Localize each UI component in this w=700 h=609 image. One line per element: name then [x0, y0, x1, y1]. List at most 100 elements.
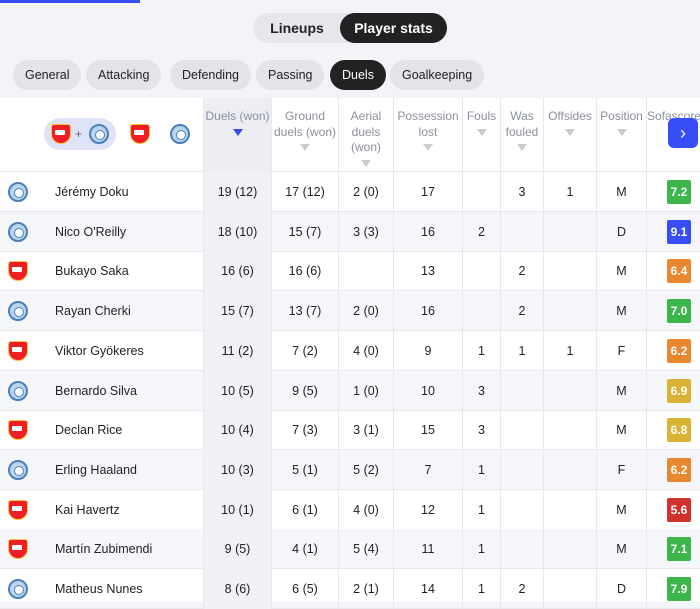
cell-ground: 17 (12): [271, 172, 338, 212]
cell-duels: 16 (6): [203, 251, 271, 292]
cell-possession: 7: [393, 449, 462, 490]
cell-fouled: 2: [500, 291, 543, 332]
cell-offsides: [543, 410, 596, 451]
cell-offsides: [543, 291, 596, 332]
cell-duels: 10 (5): [203, 370, 271, 411]
cell-fouls: 2: [462, 211, 500, 252]
table-row[interactable]: Nico O'Reilly 18 (10) 15 (7) 3 (3) 16 2 D 9.1: [0, 211, 700, 252]
cell-fouls: 3: [462, 410, 500, 451]
player-name[interactable]: Bukayo Saka: [55, 264, 129, 279]
player-name[interactable]: Viktor Gyökeres: [55, 343, 144, 358]
player-name[interactable]: Kai Havertz: [55, 502, 120, 517]
col-fouls[interactable]: Fouls: [462, 98, 500, 172]
cell-rating: [646, 370, 700, 411]
col-possession-lost[interactable]: Possession lost: [393, 98, 462, 172]
plus-icon: +: [75, 127, 83, 141]
player-name[interactable]: Jérémy Doku: [55, 185, 129, 199]
table-row[interactable]: Jérémy Doku 19 (12) 17 (12) 2 (0) 17 3 1 M 7.2: [0, 172, 700, 212]
player-name[interactable]: Rayan Cherki: [55, 304, 131, 319]
player-stats-tab[interactable]: Player stats: [340, 13, 447, 43]
man-city-crest-icon: [8, 459, 28, 480]
cell-offsides: [543, 489, 596, 530]
cell-offsides: [543, 449, 596, 490]
view-toggle: Lineups Player stats: [253, 13, 447, 43]
cell-possession: 16: [393, 291, 462, 332]
rating-badge: 6.2: [667, 338, 691, 363]
cell-rating: [646, 330, 700, 371]
cell-position: M: [596, 291, 646, 332]
chip-general[interactable]: General: [13, 60, 82, 90]
man-city-crest-icon: [8, 221, 28, 242]
col-ground-duels[interactable]: Ground duels (won): [271, 98, 338, 172]
chip-goalkeeping[interactable]: Goalkeeping: [390, 60, 485, 90]
table-row[interactable]: Rayan Cherki 15 (7) 13 (7) 2 (0) 16 2 M 7.0: [0, 291, 700, 332]
cell-position: M: [596, 370, 646, 411]
player-name[interactable]: Nico O'Reilly: [55, 224, 127, 239]
player-name[interactable]: Erling Haaland: [55, 462, 137, 477]
cell-fouled: [500, 211, 543, 252]
player-name[interactable]: Martín Zubimendi: [55, 542, 153, 557]
col-offsides[interactable]: Offsides: [543, 98, 596, 172]
chip-attacking[interactable]: Attacking: [86, 60, 162, 90]
cell-position: F: [596, 330, 646, 371]
player-name[interactable]: Matheus Nunes: [55, 582, 143, 596]
team-filter-man-city[interactable]: [170, 124, 190, 144]
table-row[interactable]: Kai Havertz 10 (1) 6 (1) 4 (0) 12 1 M 5.6: [0, 489, 700, 530]
cell-offsides: [543, 251, 596, 292]
cell-ground: 5 (1): [271, 449, 338, 490]
sort-desc-icon: [232, 128, 243, 136]
arsenal-crest-icon: [51, 124, 71, 144]
chip-defending[interactable]: Defending: [170, 60, 251, 90]
cell-rating: [646, 251, 700, 292]
cell-rating: [646, 172, 700, 212]
cell-aerial: 2 (0): [338, 172, 393, 212]
team-filter-arsenal[interactable]: [130, 124, 150, 144]
cell-offsides: 1: [543, 172, 596, 212]
man-city-crest-icon: [89, 124, 109, 144]
cell-offsides: [543, 569, 596, 609]
rating-badge: 7.0: [667, 299, 691, 324]
man-city-crest-icon: [8, 579, 28, 599]
chip-duels[interactable]: Duels: [330, 60, 386, 90]
col-was-fouled[interactable]: Was fouled: [500, 98, 543, 172]
sort-icon: [423, 144, 433, 151]
cell-aerial: [338, 251, 393, 292]
arsenal-crest-icon: [8, 420, 28, 441]
cell-fouled: [500, 529, 543, 570]
cell-duels: 8 (6): [203, 569, 271, 609]
lineups-tab[interactable]: Lineups: [270, 20, 324, 36]
col-aerial-duels[interactable]: Aerial duels (won): [338, 98, 393, 172]
table-row[interactable]: Martín Zubimendi 9 (5) 4 (1) 5 (4) 11 1 M 7.1: [0, 529, 700, 570]
player-name[interactable]: Bernardo Silva: [55, 383, 137, 398]
col-position[interactable]: Position: [596, 98, 646, 172]
table-row[interactable]: Bernardo Silva 10 (5) 9 (5) 1 (0) 10 3 M 6.9: [0, 370, 700, 411]
table-row[interactable]: Erling Haaland 10 (3) 5 (1) 5 (2) 7 1 F 6.2: [0, 449, 700, 490]
cell-duels: 10 (4): [203, 410, 271, 451]
col-duels[interactable]: Duels (won): [203, 98, 271, 172]
cell-position: M: [596, 172, 646, 212]
cell-fouled: 2: [500, 251, 543, 292]
chip-passing[interactable]: Passing: [256, 60, 325, 90]
cell-position: M: [596, 410, 646, 451]
table-row[interactable]: Viktor Gyökeres 11 (2) 7 (2) 4 (0) 9 1 1 1 F 6.2: [0, 330, 700, 371]
cell-possession: 17: [393, 172, 462, 212]
cell-duels: 9 (5): [203, 529, 271, 570]
cell-position: M: [596, 529, 646, 570]
sort-icon: [565, 128, 575, 136]
cell-aerial: 3 (1): [338, 410, 393, 451]
sort-icon: [476, 128, 487, 136]
cell-ground: 13 (7): [271, 291, 338, 332]
arsenal-crest-icon: [8, 499, 28, 520]
cell-fouls: [462, 172, 500, 212]
table-row[interactable]: Bukayo Saka 16 (6) 16 (6) 13 2 M 6.4: [0, 251, 700, 292]
cell-position: M: [596, 489, 646, 530]
table-row[interactable]: Matheus Nunes 8 (6) 6 (5) 2 (1) 14 1 2 D 7.9: [0, 569, 700, 609]
cell-aerial: 4 (0): [338, 330, 393, 371]
cell-ground: 7 (2): [271, 330, 338, 371]
team-filter-both[interactable]: [44, 118, 116, 150]
table-row[interactable]: Declan Rice 10 (4) 7 (3) 3 (1) 15 3 M 6.8: [0, 410, 700, 451]
player-name[interactable]: Declan Rice: [55, 423, 123, 438]
scroll-right-button[interactable]: ›: [668, 118, 698, 148]
rating-badge: 6.8: [667, 418, 691, 443]
cell-aerial: 2 (0): [338, 291, 393, 332]
